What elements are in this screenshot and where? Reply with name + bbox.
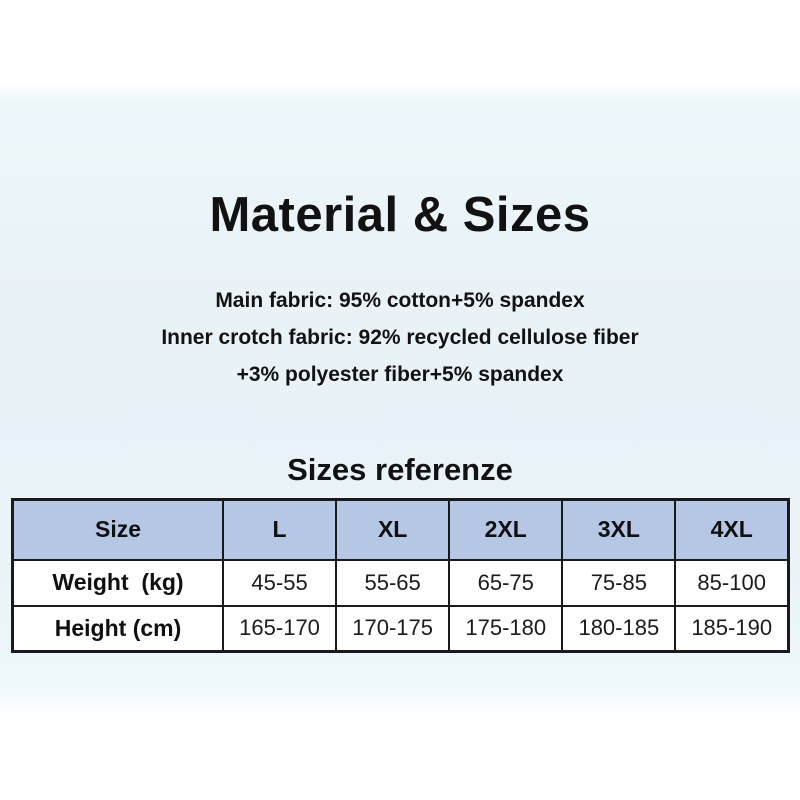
- column-header-xl: XL: [335, 498, 451, 561]
- table-cell-weight-xl: 55-65: [335, 558, 451, 607]
- table-cell-height-xl: 170-175: [335, 604, 451, 653]
- table-cell-weight-l: 45-55: [221, 558, 338, 607]
- row-label-weight: Weight (kg): [11, 558, 224, 607]
- table-cell-height-3xl: 180-185: [561, 604, 677, 653]
- table-cell-height-l: 165-170: [221, 604, 338, 653]
- page-title: Material & Sizes: [209, 188, 591, 242]
- table-row-weight: Weight (kg) 45-55 55-65 65-75 75-85 85-1…: [11, 558, 790, 607]
- table-cell-height-4xl: 185-190: [674, 604, 790, 653]
- material-line-inner-crotch: Inner crotch fabric: 92% recycled cellul…: [161, 326, 639, 349]
- column-header-2xl: 2XL: [448, 498, 564, 561]
- table-cell-height-2xl: 175-180: [448, 604, 564, 653]
- column-header-l: L: [221, 498, 338, 561]
- table-cell-weight-2xl: 65-75: [448, 558, 564, 607]
- size-reference-table: Size L XL 2XL 3XL 4XL Weight (kg) 45-55 …: [11, 498, 790, 653]
- table-header-row: Size L XL 2XL 3XL 4XL: [11, 498, 790, 561]
- column-header-3xl: 3XL: [561, 498, 677, 561]
- material-line-continued: +3% polyester fiber+5% spandex: [236, 363, 564, 386]
- table-cell-weight-3xl: 75-85: [561, 558, 677, 607]
- row-label-height: Height (cm): [11, 604, 224, 653]
- table-row-height: Height (cm) 165-170 170-175 175-180 180-…: [11, 604, 790, 653]
- table-cell-weight-4xl: 85-100: [674, 558, 790, 607]
- column-header-size: Size: [11, 498, 224, 561]
- material-info: Main fabric: 95% cotton+5% spandex Inner…: [0, 282, 800, 393]
- material-line-main-fabric: Main fabric: 95% cotton+5% spandex: [215, 289, 585, 312]
- sizes-reference-heading: Sizes referenze: [287, 452, 513, 487]
- column-header-4xl: 4XL: [674, 498, 790, 561]
